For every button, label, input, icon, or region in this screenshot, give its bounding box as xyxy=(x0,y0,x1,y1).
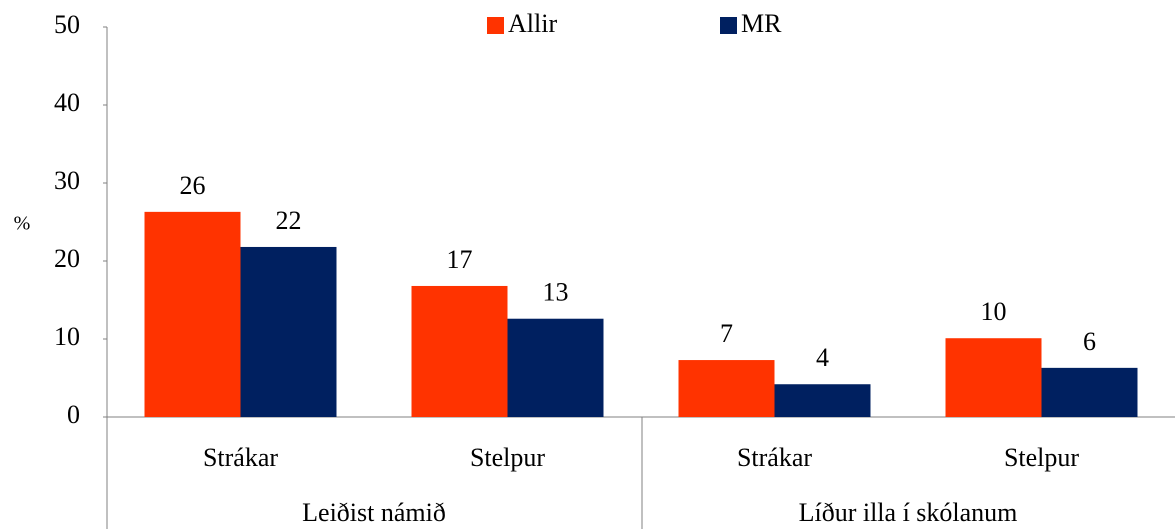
bar xyxy=(240,246,337,417)
group-label: Líður illa í skólanum xyxy=(799,498,1018,527)
y-tick-label: 50 xyxy=(54,10,80,39)
value-label: 22 xyxy=(276,206,302,235)
x-tick-label: Strákar xyxy=(203,443,278,472)
legend-label: Allir xyxy=(508,9,557,38)
y-axis-label: % xyxy=(14,213,31,235)
x-tick-label: Stelpur xyxy=(1004,443,1079,472)
bar xyxy=(1041,367,1138,417)
legend-label: MR xyxy=(741,9,782,38)
bar xyxy=(678,360,775,417)
y-tick-label: 10 xyxy=(54,322,80,351)
bar xyxy=(945,338,1042,417)
value-label: 26 xyxy=(180,171,206,200)
y-tick-label: 0 xyxy=(67,400,80,429)
y-tick-label: 40 xyxy=(54,88,80,117)
value-label: 7 xyxy=(720,319,733,348)
group-label: Leiðist námið xyxy=(302,498,446,527)
value-label: 4 xyxy=(816,343,829,372)
x-tick-label: Strákar xyxy=(737,443,812,472)
bar xyxy=(144,211,241,417)
value-label: 10 xyxy=(981,297,1007,326)
value-label: 17 xyxy=(447,245,473,274)
y-tick-label: 20 xyxy=(54,244,80,273)
x-tick-label: Stelpur xyxy=(470,443,545,472)
bar xyxy=(411,285,508,417)
legend-swatch xyxy=(487,17,504,34)
legend-swatch xyxy=(720,17,737,34)
value-label: 13 xyxy=(543,278,569,307)
y-tick-label: 30 xyxy=(54,166,80,195)
bar xyxy=(774,384,871,417)
bar xyxy=(507,318,604,417)
value-label: 6 xyxy=(1083,327,1096,356)
